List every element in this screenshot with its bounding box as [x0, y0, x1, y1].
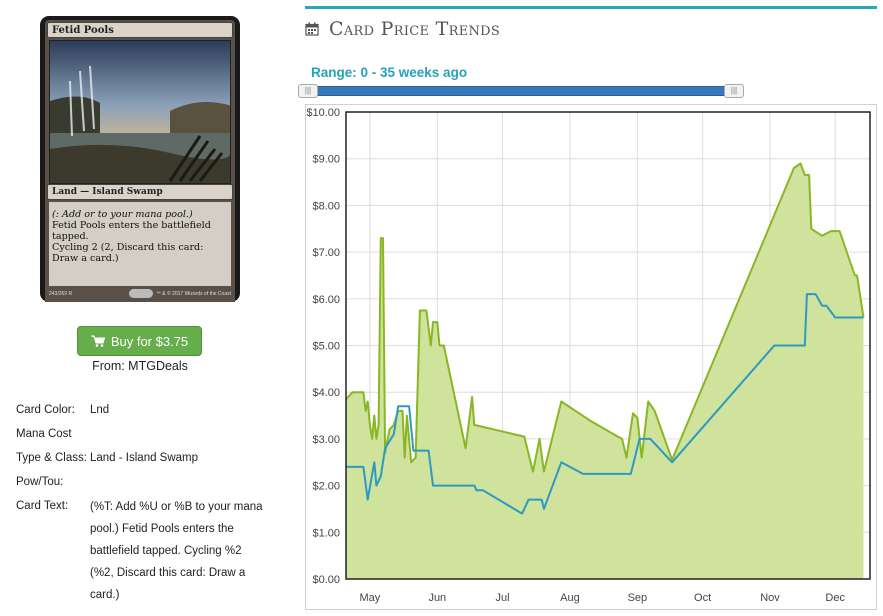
y-tick-label: $9.00	[312, 154, 340, 166]
rules-line-mana: (: Add or to your mana pool.)	[52, 209, 193, 220]
card-artwork	[49, 40, 231, 184]
y-tick-label: $1.00	[312, 527, 340, 539]
detail-label: Type & Class:	[16, 452, 87, 464]
y-tick-label: $8.00	[312, 200, 340, 212]
section-header: Card Price Trends	[305, 17, 500, 41]
x-tick-label: Aug	[560, 592, 580, 604]
swamp-artwork	[50, 41, 230, 183]
buy-button[interactable]: Buy for $3.75	[77, 326, 202, 356]
blue-series-line	[346, 293, 864, 515]
green-series-area	[346, 163, 864, 579]
detail-label: Card Color:	[16, 404, 75, 416]
x-tick-label: May	[360, 592, 381, 604]
detail-label: Mana Cost	[16, 428, 72, 440]
detail-value: Lnd	[90, 404, 110, 416]
card-frame: Fetid Pools Land	[45, 20, 235, 302]
rules-line-cycling: Cycling 2 (2, Discard this card: Draw a …	[52, 242, 204, 264]
range-slider-end-handle[interactable]: |||	[724, 84, 744, 98]
y-tick-label: $4.00	[312, 387, 340, 399]
buy-button-label: Buy for $3.75	[110, 333, 189, 349]
x-tick-label: Jun	[428, 592, 446, 604]
range-label: Range: 0 - 35 weeks ago	[311, 65, 468, 80]
y-tick-label: $6.00	[312, 294, 340, 306]
range-slider-start-handle[interactable]: |||	[298, 84, 318, 98]
detail-label: Pow/Tou:	[16, 476, 64, 488]
card-image[interactable]: Fetid Pools Land	[40, 16, 240, 302]
y-tick-label: $7.00	[312, 247, 340, 259]
range-slider-track[interactable]	[300, 86, 744, 96]
detail-value: Land - Island Swamp	[90, 452, 199, 464]
y-tick-label: $5.00	[312, 341, 340, 353]
rules-line-etb: Fetid Pools enters the battlefield tappe…	[52, 220, 211, 242]
x-tick-label: Jul	[496, 592, 510, 604]
x-tick-label: Oct	[694, 592, 711, 604]
section-title: Card Price Trends	[329, 18, 501, 40]
y-tick-label: $2.00	[312, 481, 340, 493]
plot-border	[345, 111, 871, 580]
y-tick-label: $3.00	[312, 434, 340, 446]
calendar-icon	[305, 22, 319, 36]
price-chart-svg: $0.00 $1.00 $2.00 $3.00 $4.00 $5.00 $6.00 $7.00…	[306, 107, 871, 604]
card-footer: 243/269 R ™ & © 2017 Wizards of the Coas…	[47, 288, 233, 300]
x-tick-label: Dec	[825, 592, 845, 604]
card-name: Fetid Pools	[47, 22, 233, 38]
y-tick-label: $0.00	[312, 574, 340, 586]
copyright: ™ & © 2017 Wizards of the Coast	[155, 291, 231, 297]
card-type-line: Land — Island Swamp	[47, 184, 233, 200]
card-rules-text: (: Add or to your mana pool.) Fetid Pool…	[49, 202, 231, 286]
header-rule	[305, 6, 877, 9]
x-tick-label: Nov	[760, 592, 780, 604]
shopping-cart-icon	[90, 335, 105, 347]
seller-label: From: MTGDeals	[92, 359, 188, 373]
collector-number: 243/269 R	[49, 291, 73, 297]
price-chart: $0.00 $1.00 $2.00 $3.00 $4.00 $5.00 $6.00 $7.00…	[305, 104, 877, 610]
green-series-line	[345, 162, 865, 473]
detail-label: Card Text:	[16, 500, 69, 512]
artist-pill	[129, 289, 153, 298]
y-tick-label: $10.00	[306, 107, 340, 119]
detail-value: (%T: Add %U or %B to your mana pool.) Fe…	[90, 501, 263, 601]
x-tick-label: Sep	[628, 592, 648, 604]
